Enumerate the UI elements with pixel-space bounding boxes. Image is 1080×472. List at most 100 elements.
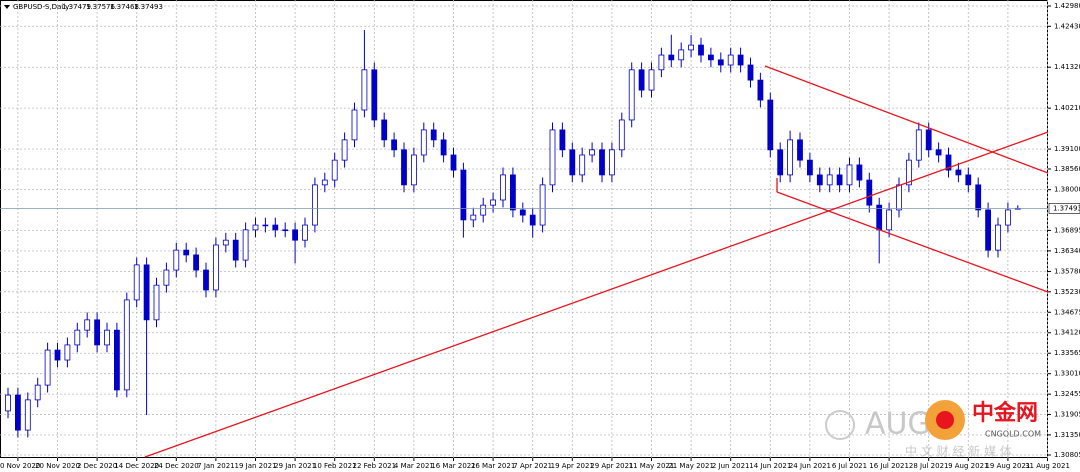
candle-body xyxy=(272,224,279,231)
candle-body xyxy=(777,149,784,176)
candle-body xyxy=(856,164,863,181)
open-value: 1.37479 xyxy=(62,3,91,11)
watermark-site: CNGOLD.COM xyxy=(985,430,1041,439)
y-tick-label: 1.39100 xyxy=(1054,145,1080,153)
y-tick-label: 1.35780 xyxy=(1054,268,1080,276)
candle-body xyxy=(519,209,526,216)
candle-body xyxy=(589,149,595,156)
candle-body xyxy=(302,224,308,241)
candle-body xyxy=(906,159,912,186)
candle-body xyxy=(420,129,427,156)
candle-body xyxy=(480,204,487,216)
candle-body xyxy=(331,159,338,181)
y-tick-label: 1.42980 xyxy=(1054,2,1080,10)
x-tick-label: 19 Aug 2021 xyxy=(985,462,1030,470)
candle-body xyxy=(797,139,803,161)
y-tick-label: 1.38560 xyxy=(1054,165,1080,173)
candle-body xyxy=(579,154,586,176)
y-tick-label: 1.31905 xyxy=(1054,410,1080,418)
trend-line xyxy=(144,131,1049,458)
candle-body xyxy=(658,54,665,71)
candle-body xyxy=(24,399,31,431)
y-tick-label: 1.33565 xyxy=(1054,349,1080,357)
candle-body xyxy=(539,184,546,226)
x-tick-label: 11 May 2021 xyxy=(629,462,675,470)
candle-body xyxy=(14,394,21,431)
candle-body xyxy=(351,109,358,141)
x-tick-label: 16 Jul 2021 xyxy=(869,462,909,470)
candle-body xyxy=(599,149,605,176)
candle-body xyxy=(114,329,120,391)
candle-body xyxy=(212,244,219,291)
candle-body xyxy=(678,49,685,61)
candle-body xyxy=(460,169,467,221)
candle-body xyxy=(638,69,645,91)
low-value: 1.37468 xyxy=(110,3,139,11)
candle-body xyxy=(54,349,61,361)
channel-lower xyxy=(776,191,1049,293)
x-tick-label: 2 Dec 2020 xyxy=(77,462,117,470)
y-tick-label: 1.34675 xyxy=(1054,308,1080,316)
candle-body xyxy=(381,119,388,141)
y-tick-label: 1.32455 xyxy=(1054,390,1080,398)
candle-body xyxy=(846,164,853,186)
candle-body xyxy=(737,54,744,66)
candle-body xyxy=(193,254,200,271)
candle-body xyxy=(232,239,239,261)
x-tick-label: 29 Jan 2021 xyxy=(274,462,316,470)
high-value: 1.37576 xyxy=(86,3,115,11)
candle-body xyxy=(222,239,229,246)
candle-body xyxy=(361,69,368,111)
candle-body xyxy=(618,119,625,151)
x-tick-label: 16 Mar 2021 xyxy=(431,462,475,470)
candle-body xyxy=(410,154,417,186)
candle-body xyxy=(826,174,833,186)
candle-body xyxy=(569,149,576,176)
candle-body xyxy=(965,174,972,186)
watermark-icon xyxy=(825,410,855,440)
candle-body xyxy=(430,129,437,141)
y-tick-label: 1.34120 xyxy=(1054,329,1080,337)
candle-body xyxy=(609,149,615,176)
y-tick-label: 1.38000 xyxy=(1054,186,1080,194)
candle-body xyxy=(509,174,516,211)
candles xyxy=(0,29,1048,438)
candle-body xyxy=(945,154,952,171)
x-tick-label: 10 Nov 2020 xyxy=(0,462,40,470)
y-tick-label: 1.36895 xyxy=(1054,226,1080,234)
candle-body xyxy=(292,229,299,241)
candle-body xyxy=(747,64,754,81)
candle-body xyxy=(401,149,407,186)
candle-body xyxy=(915,129,922,161)
watermark-brand: 中金网 xyxy=(972,400,1038,426)
candle-body xyxy=(698,44,704,56)
x-tick-label: 14 Jun 2021 xyxy=(749,462,791,470)
x-tick-label: 31 Aug 2021 xyxy=(1025,462,1070,470)
candle-body xyxy=(549,129,556,186)
candle-body xyxy=(133,264,140,301)
x-tick-label: 24 Dec 2020 xyxy=(154,462,199,470)
candle-body xyxy=(34,384,41,401)
plot-frame xyxy=(0,0,1048,458)
watermark: AUG 中金网 CNGOLD.COM 中 文 财 经 新 媒 体 xyxy=(825,400,1041,459)
candle-body xyxy=(935,149,942,156)
grid xyxy=(0,0,1048,458)
y-tick-label: 1.42430 xyxy=(1054,22,1080,30)
candle-body xyxy=(262,224,269,227)
candle-body xyxy=(896,184,902,211)
watermark-month: AUG xyxy=(865,407,931,442)
candle-body xyxy=(450,154,457,171)
y-tick-label: 1.36340 xyxy=(1054,247,1080,255)
candle-body xyxy=(153,284,160,321)
current-price-label: 1.37493 xyxy=(1053,204,1080,212)
candle-body xyxy=(836,174,843,186)
candle-body xyxy=(183,249,190,256)
watermark-logo-inner xyxy=(936,411,954,429)
candle-body xyxy=(5,394,11,412)
candle-body xyxy=(559,129,566,151)
candle-body xyxy=(74,329,81,346)
y-tick-label: 1.35230 xyxy=(1054,288,1080,296)
symbol: GBPUSD-S,Daily xyxy=(13,3,69,11)
x-tick-label: 7 Apr 2021 xyxy=(513,462,552,470)
x-tick-label: 19 Apr 2021 xyxy=(551,462,594,470)
